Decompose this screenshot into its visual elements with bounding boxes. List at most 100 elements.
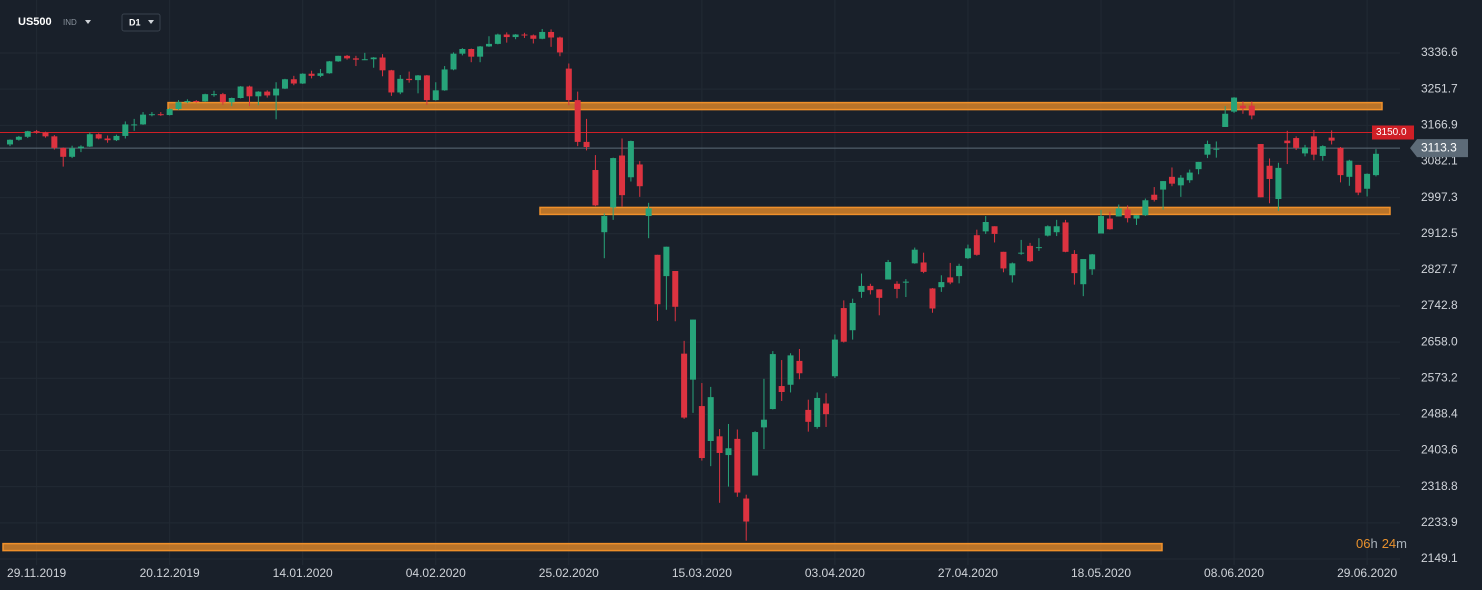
candle-body bbox=[246, 86, 253, 97]
symbol-dropdown[interactable] bbox=[85, 20, 91, 24]
y-tick-label: 2827.7 bbox=[1421, 262, 1458, 276]
candle-body bbox=[24, 131, 31, 137]
candle-body bbox=[1275, 167, 1282, 199]
candle-body bbox=[379, 57, 386, 71]
candle-body bbox=[1142, 200, 1149, 216]
candle-body bbox=[823, 403, 830, 415]
timeframe-box[interactable] bbox=[121, 13, 161, 32]
candle-body bbox=[1177, 177, 1184, 186]
candle-body bbox=[1018, 252, 1025, 254]
candle-body bbox=[548, 31, 555, 38]
y-tick-label: 2233.9 bbox=[1421, 515, 1458, 529]
candle-body bbox=[1257, 144, 1264, 198]
candle-body bbox=[725, 448, 732, 456]
level-band bbox=[167, 101, 1383, 111]
countdown-h: h bbox=[1370, 536, 1377, 551]
candle-body bbox=[663, 246, 670, 277]
candle-body bbox=[911, 249, 918, 264]
candle-body bbox=[193, 100, 200, 102]
candle-body bbox=[406, 78, 413, 81]
candle-body bbox=[1009, 263, 1016, 276]
candle-body bbox=[370, 57, 377, 60]
candle-body bbox=[920, 262, 927, 272]
candle-body bbox=[929, 288, 936, 309]
countdown-m: m bbox=[1396, 536, 1407, 551]
candle-body bbox=[264, 91, 271, 96]
candle-body bbox=[956, 265, 963, 277]
candle-body bbox=[539, 31, 546, 39]
candle-body bbox=[1168, 176, 1175, 184]
candle-body bbox=[1053, 226, 1060, 233]
candle-body bbox=[672, 270, 679, 307]
levels bbox=[0, 101, 1400, 552]
timeframe-dropdown[interactable] bbox=[148, 20, 154, 24]
candle-body bbox=[902, 281, 909, 283]
candle-body bbox=[1248, 105, 1255, 116]
candle-body bbox=[1372, 153, 1379, 176]
market: IND bbox=[63, 18, 77, 27]
x-tick-label: 14.01.2020 bbox=[273, 566, 333, 580]
candle-body bbox=[308, 73, 315, 76]
candle-body bbox=[485, 43, 492, 47]
candle-body bbox=[831, 339, 838, 377]
candle-body bbox=[157, 114, 164, 116]
y-tick-label: 2403.6 bbox=[1421, 443, 1458, 457]
level-band bbox=[2, 542, 1163, 552]
candle-body bbox=[610, 158, 617, 208]
candle-body bbox=[1204, 144, 1211, 155]
x-tick-label: 29.11.2019 bbox=[7, 566, 66, 580]
price-tag bbox=[1410, 139, 1468, 158]
candle-body bbox=[51, 136, 58, 148]
candle-body bbox=[131, 124, 138, 126]
candle-body bbox=[60, 147, 67, 157]
candle-body bbox=[1239, 105, 1246, 109]
candle-body bbox=[140, 114, 147, 125]
candle-body bbox=[15, 136, 22, 140]
candle-body bbox=[211, 94, 218, 96]
candle-body bbox=[317, 73, 324, 76]
candle-body bbox=[565, 68, 572, 101]
candle-body bbox=[1106, 218, 1113, 230]
candle-body bbox=[1071, 253, 1078, 274]
candle-body bbox=[627, 141, 634, 178]
candle-body bbox=[1222, 113, 1229, 127]
candle-body bbox=[441, 69, 448, 91]
candle-body bbox=[1124, 209, 1131, 219]
candle-body bbox=[503, 34, 510, 38]
candle-body bbox=[796, 360, 803, 374]
candle-body bbox=[77, 146, 84, 149]
x-tick-label: 08.06.2020 bbox=[1204, 566, 1264, 580]
candle-body bbox=[1000, 251, 1007, 269]
candle-body bbox=[95, 134, 102, 139]
candle-body bbox=[752, 432, 759, 476]
grid bbox=[0, 0, 1400, 565]
candle-body bbox=[33, 131, 40, 133]
candle-body bbox=[148, 114, 155, 116]
candle-body bbox=[423, 75, 430, 101]
candle-body bbox=[184, 100, 191, 103]
y-tick-label: 2318.8 bbox=[1421, 479, 1458, 493]
candle-body bbox=[1310, 136, 1317, 155]
candle-body bbox=[166, 109, 173, 116]
candle-body bbox=[707, 397, 714, 442]
candle-body bbox=[894, 283, 900, 289]
candle-body bbox=[361, 59, 368, 61]
symbol[interactable]: US500 bbox=[18, 16, 52, 28]
x-tick-label: 29.06.2020 bbox=[1337, 566, 1397, 580]
candle-body bbox=[1080, 259, 1087, 285]
price-tag-label: 3150.0 bbox=[1376, 127, 1407, 138]
candle-body bbox=[1115, 208, 1122, 217]
candle-body bbox=[335, 55, 342, 62]
candle-body bbox=[432, 90, 439, 101]
timeframe[interactable]: D1 bbox=[129, 17, 141, 27]
x-tick-label: 15.03.2020 bbox=[672, 566, 732, 580]
candle-body bbox=[1337, 147, 1344, 176]
y-tick-label: 2912.5 bbox=[1421, 226, 1458, 240]
candle-body bbox=[219, 94, 226, 103]
candle-body bbox=[982, 221, 989, 232]
candle-body bbox=[592, 170, 599, 206]
candle-body bbox=[104, 138, 111, 141]
x-tick-label: 20.12.2019 bbox=[140, 566, 200, 580]
y-tick-label: 2488.4 bbox=[1421, 407, 1458, 421]
